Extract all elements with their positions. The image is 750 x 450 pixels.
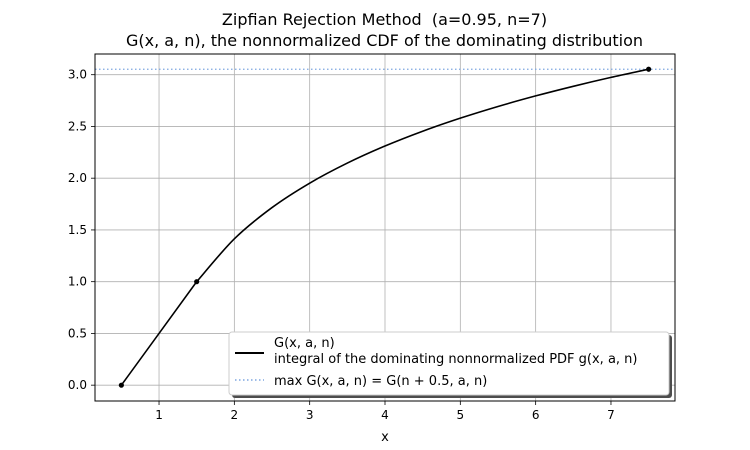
x-tick-label: 1 xyxy=(155,408,163,422)
ticks: 1 2 3 4 5 6 7 0.0 0.5 1.0 1.5 2.0 2.5 3.0 xyxy=(68,68,615,422)
legend-label-curve-line2: integral of the dominating nonnormalized… xyxy=(274,352,638,367)
x-tick-label: 7 xyxy=(607,408,615,422)
x-tick-label: 5 xyxy=(457,408,465,422)
x-tick-label: 4 xyxy=(381,408,389,422)
legend-label-max: max G(x, a, n) = G(n + 0.5, a, n) xyxy=(274,374,487,389)
data-point-marker xyxy=(118,382,124,388)
data-point-marker xyxy=(194,279,200,285)
series-line-G xyxy=(120,68,649,386)
curve-layer xyxy=(120,68,649,386)
x-tick-label: 6 xyxy=(532,408,540,422)
chart-title: Zipfian Rejection Method (a=0.95, n=7) xyxy=(222,10,547,29)
legend: G(x, a, n) integral of the dominating no… xyxy=(228,331,672,398)
grid xyxy=(95,54,675,401)
legend-label-curve-line1: G(x, a, n) xyxy=(274,336,335,351)
legend-box xyxy=(228,331,670,396)
y-tick-label: 2.5 xyxy=(68,119,87,133)
y-tick-label: 0.5 xyxy=(68,326,87,340)
x-tick-label: 3 xyxy=(306,408,314,422)
data-point-marker xyxy=(646,66,652,72)
y-tick-label: 2.0 xyxy=(68,171,87,185)
x-axis-label: x xyxy=(381,430,389,445)
legend-label-curve: G(x, a, n) integral of the dominating no… xyxy=(274,336,638,367)
y-tick-label: 0.0 xyxy=(68,378,87,392)
chart-subtitle: G(x, a, n), the nonnormalized CDF of the… xyxy=(126,31,643,50)
y-tick-label: 3.0 xyxy=(68,68,87,82)
y-tick-label: 1.5 xyxy=(68,223,87,237)
marker-layer xyxy=(118,66,652,388)
y-tick-label: 1.0 xyxy=(68,275,87,289)
x-tick-label: 2 xyxy=(231,408,239,422)
